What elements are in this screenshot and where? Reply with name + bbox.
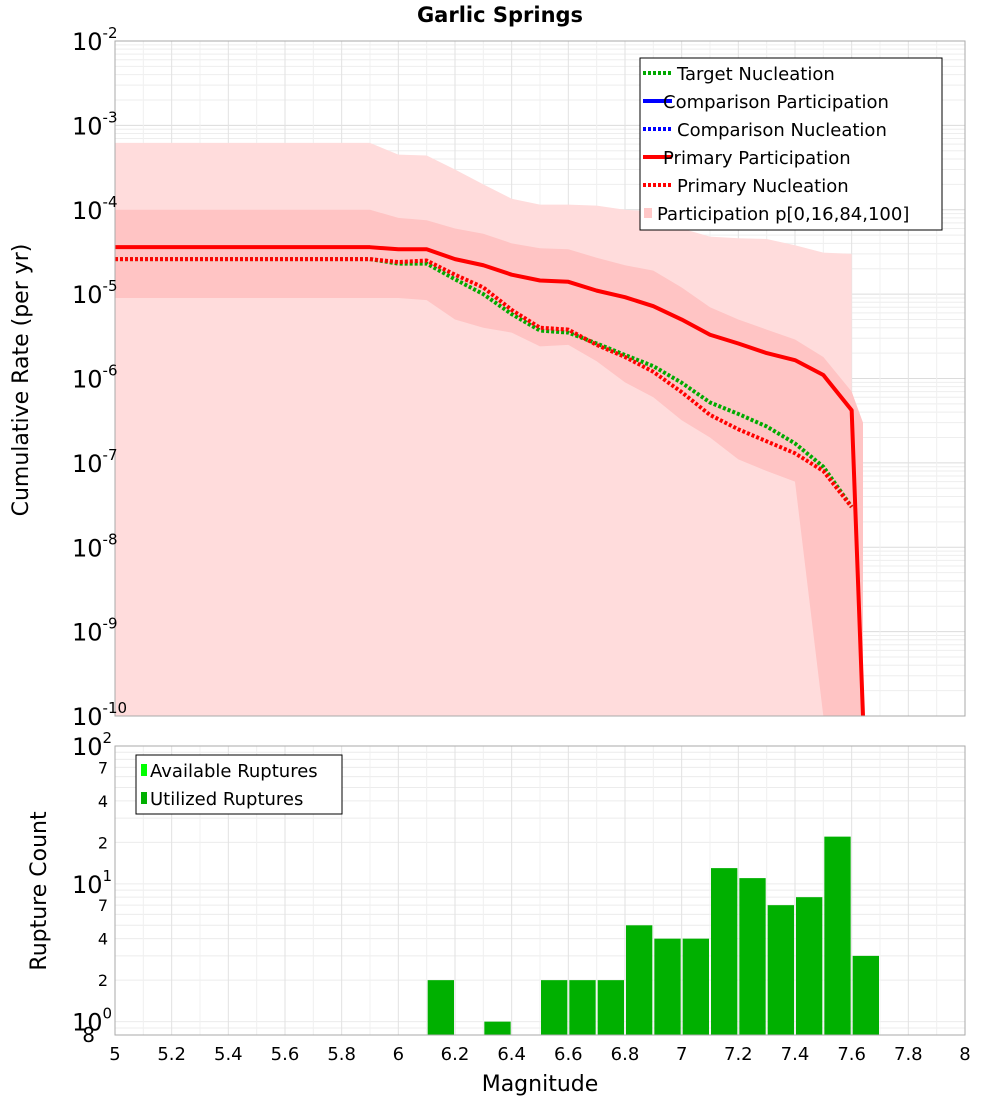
bottom-y-tick-labels: 8 2 4 7 2 4 7 100 101 102 [72,729,112,1047]
x-tick-label: 6 [393,1044,404,1065]
bar [711,868,738,1035]
bottom-legend: Available Ruptures Utilized Ruptures [135,754,343,815]
y-tick-label: 10-9 [72,615,118,647]
bottom-y-axis-label: Rupture Count [27,811,52,971]
y-tick-label: 4 [98,930,108,949]
y-tick-label: 10-3 [72,108,118,140]
top-plot-border [114,40,966,717]
bottom-legend-box [135,754,343,815]
series-target-nucleation [115,257,854,509]
x-tick-label: 5.2 [157,1044,186,1065]
y-tick-label: 10-8 [72,530,118,562]
x-tick-label: 5.4 [214,1044,243,1065]
bar [541,980,568,1035]
bar [739,878,766,1035]
legend-label: Comparison Participation [663,92,889,113]
x-tick-label: 6.4 [497,1044,526,1065]
legend-label: Participation p[0,16,84,100] [657,204,909,225]
y-tick-label: 10-2 [72,24,118,56]
top-legend-box [639,57,943,231]
top-bands [115,142,863,716]
x-tick-label: 8 [959,1044,970,1065]
top-lines [115,245,865,717]
y-tick-label: 4 [98,792,108,811]
bar [427,980,454,1035]
y-tick-label: 7 [98,896,108,915]
y-tick-label: 10-7 [72,446,118,478]
band-p16-p84 [115,209,863,716]
x-tick-label: 7.6 [837,1044,866,1065]
chart-title: Garlic Springs [417,3,583,27]
y-tick-label: 2 [98,833,108,852]
y-tick-label: 7 [98,758,108,777]
x-tick-labels: 5 5.2 5.4 5.6 5.8 6 6.2 6.4 6.6 6.8 7 7.2 7.4 7.6 7.8 8 [109,1044,970,1065]
legend-label: Primary Nucleation [677,176,849,197]
x-tick-label: 7.2 [724,1044,753,1065]
bar [597,980,624,1035]
y-tick-label: 10-5 [72,277,118,309]
y-decade-label: 102 [72,729,112,761]
series-primary-nucleation [115,257,854,509]
bar [626,925,653,1035]
x-axis-label: Magnitude [482,1072,599,1097]
series-primary-participation [115,245,865,717]
top-y-axis-label: Cumulative Rate (per yr) [9,244,34,517]
x-tick-label: 5 [109,1044,120,1065]
x-tick-label: 6.2 [441,1044,470,1065]
bar [654,938,681,1035]
legend-swatch [644,208,652,218]
y-decade-label: 101 [72,867,112,899]
y-decade-label: 100 [72,1005,112,1037]
bar [796,897,823,1035]
y-tick-label: 8 [82,1023,95,1047]
y-tick-label: 10-6 [72,362,118,394]
x-tick-label: 6.6 [554,1044,583,1065]
legend-label: Target Nucleation [676,64,835,85]
bar [484,1021,511,1035]
bottom-plot-border [114,745,966,1036]
bar [852,955,879,1035]
bottom-bars [427,836,879,1035]
top-y-tick-labels: 10-2 10-3 10-4 10-5 10-6 10-7 10-8 10-9 10-10 [72,24,127,731]
x-tick-label: 5.6 [271,1044,300,1065]
bar [824,836,851,1035]
legend-swatch [141,764,147,776]
legend-swatch [141,792,147,804]
y-tick-label: 10-10 [72,699,127,731]
top-legend: Target Nucleation Comparison Participatio… [639,57,943,231]
legend-label: Utilized Ruptures [150,789,303,810]
legend-label: Available Ruptures [150,761,318,782]
y-tick-label: 2 [98,971,108,990]
x-tick-label: 7.8 [894,1044,923,1065]
bar [569,980,596,1035]
y-tick-label: 10-4 [72,193,118,225]
x-tick-label: 5.8 [327,1044,356,1065]
bar [682,938,709,1035]
bar [767,905,794,1035]
legend-label: Primary Participation [663,148,851,169]
legend-label: Comparison Nucleation [677,120,887,141]
x-tick-label: 7 [676,1044,687,1065]
x-tick-label: 6.8 [611,1044,640,1065]
x-tick-label: 7.4 [781,1044,810,1065]
